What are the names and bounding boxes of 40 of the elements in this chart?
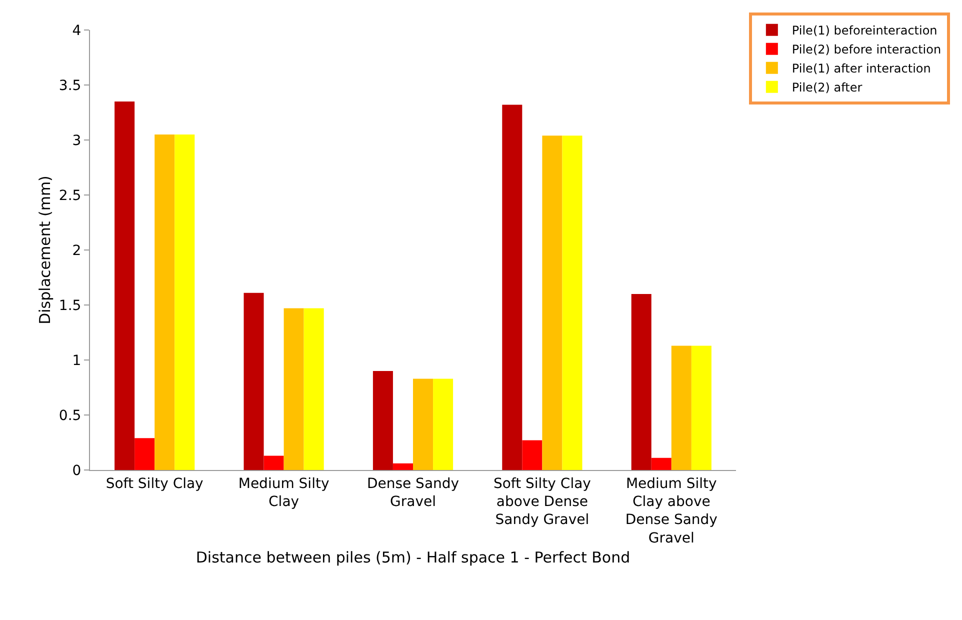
legend-label: Pile(1) beforeinteraction: [792, 24, 938, 38]
bar: [154, 134, 175, 470]
legend-label: Pile(2) before interaction: [792, 42, 942, 57]
bar: [671, 346, 692, 470]
y-tick-label: 1: [72, 352, 82, 369]
legend-label: Pile(1) after interaction: [792, 62, 931, 76]
bar: [392, 463, 413, 470]
y-tick-label: 2: [72, 242, 82, 259]
y-tick-label: 4: [72, 22, 82, 39]
bar: [413, 378, 434, 470]
bar: [433, 378, 454, 470]
bar: [244, 292, 264, 470]
bar: [562, 136, 582, 470]
bar: [174, 134, 195, 470]
y-tick-label: 2.5: [58, 188, 82, 204]
y-tick-label: 3: [72, 132, 82, 149]
y-axis-title: Displacement (mm): [36, 176, 54, 324]
x-tick-label: Medium Silty Clay: [238, 476, 330, 510]
y-tick-label: 0: [72, 462, 82, 479]
y-tick-label: 3.5: [58, 78, 82, 94]
bar: [691, 346, 712, 470]
x-tick-label: Soft Silty Clay above Dense Sandy Gravel: [493, 476, 591, 528]
bar: [264, 456, 284, 470]
x-tick-label: Dense Sandy Gravel: [366, 476, 460, 510]
bar: [304, 308, 324, 470]
x-tick-label: Soft Silty Clay: [106, 476, 204, 492]
x-axis-title: Distance between piles (5m) - Half space 1 - Perfect Bond: [196, 548, 630, 566]
legend-label: Pile(2) after: [792, 80, 862, 95]
bar: [134, 438, 155, 470]
y-tick-label: 0.5: [58, 408, 82, 424]
bar: [372, 371, 393, 470]
bar: [522, 440, 542, 470]
bar: [284, 308, 304, 470]
bar: [651, 458, 672, 470]
bar: [502, 104, 522, 470]
bar: [114, 102, 135, 470]
x-tick-label: Medium Silty Clay above Dense Sandy Gravel: [625, 476, 718, 546]
y-tick-label: 1.5: [58, 298, 82, 314]
bar: [542, 136, 562, 470]
bar: [631, 294, 652, 470]
